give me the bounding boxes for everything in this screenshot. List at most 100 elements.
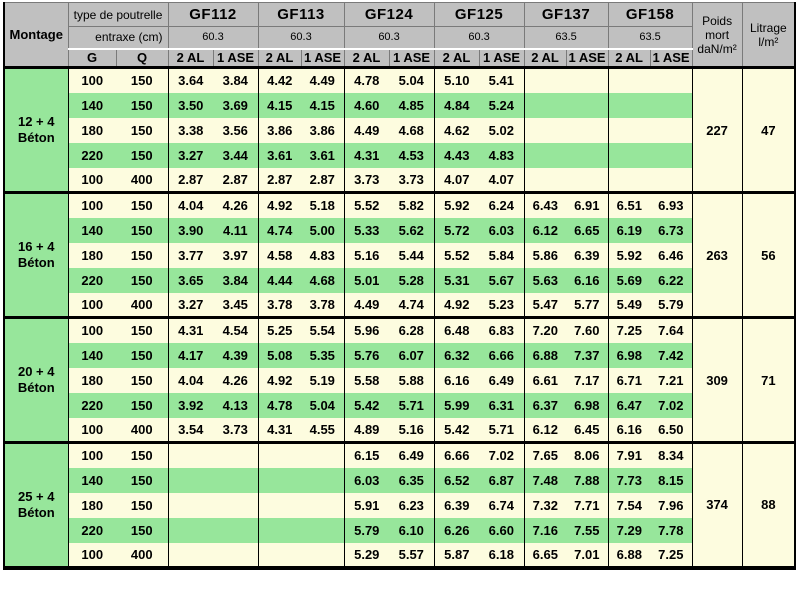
- load-value-cell: 4.11: [213, 217, 259, 243]
- q-value-cell: 150: [116, 342, 169, 368]
- g-value-cell: 140: [67, 342, 116, 368]
- load-value-cell: 8.34: [650, 441, 693, 468]
- gf124-header: GF124: [343, 2, 435, 27]
- load-value-cell: 7.96: [650, 492, 693, 518]
- load-value-cell: 4.15: [257, 92, 302, 118]
- empty-value-cell: [301, 467, 345, 493]
- load-value-cell: 7.55: [566, 517, 609, 543]
- load-value-cell: 4.49: [301, 66, 345, 93]
- g-value-cell: 220: [67, 392, 116, 418]
- montage-group-label-line: Béton: [17, 255, 55, 270]
- g-value-cell: 220: [67, 267, 116, 293]
- load-value-cell: 6.61: [523, 367, 567, 393]
- empty-value-cell: [257, 467, 302, 493]
- load-value-cell: 4.26: [213, 367, 259, 393]
- poids-mort-header-line: mort: [705, 27, 730, 42]
- table-row: 140 150 4.17 4.39 5.08 5.35 5.76 6.07 6.32 6.66 6.…: [4, 342, 795, 368]
- g-value-cell: 140: [67, 92, 116, 118]
- g-value-cell: 100: [67, 542, 116, 568]
- load-value-cell: 6.66: [433, 441, 480, 468]
- load-value-cell: 5.96: [343, 316, 390, 343]
- load-value-cell: 4.83: [301, 242, 345, 268]
- load-value-cell: 3.86: [301, 117, 345, 143]
- load-value-cell: 4.07: [479, 167, 525, 193]
- load-value-cell: 6.37: [523, 392, 567, 418]
- empty-value-cell: [301, 492, 345, 518]
- empty-value-cell: [257, 542, 302, 568]
- empty-value-cell: [650, 167, 693, 193]
- q-value-cell: 400: [116, 542, 169, 568]
- load-value-cell: 3.84: [213, 267, 259, 293]
- entraxe-header: entraxe (cm): [67, 26, 169, 49]
- entraxe-value-gf124: 60.3: [343, 26, 435, 49]
- load-value-cell: 5.01: [343, 267, 390, 293]
- load-value-cell: 7.64: [650, 316, 693, 343]
- load-value-cell: 4.68: [389, 117, 435, 143]
- load-value-cell: 5.54: [301, 316, 345, 343]
- gf112-header: GF112: [167, 2, 259, 27]
- table-row: 180 150 5.91 6.23 6.39 6.74 7.32 7.71 7.54 7.96: [4, 492, 795, 518]
- q-value-cell: 150: [116, 66, 169, 93]
- montage-group-label-line: 20 + 4: [17, 364, 55, 379]
- load-value-cell: 5.24: [479, 92, 525, 118]
- header-row-subcolumns: G Q 2 AL 1 ASE 2 AL 1 ASE 2 AL 1 ASE 2 A…: [4, 47, 795, 68]
- subcol-1ase-header: 1 ASE: [300, 47, 345, 68]
- entraxe-value-gf125: 60.3: [433, 26, 525, 49]
- q-value-cell: 150: [116, 316, 169, 343]
- load-value-cell: 4.68: [301, 267, 345, 293]
- load-value-cell: 6.16: [433, 367, 480, 393]
- load-value-cell: 6.48: [433, 316, 480, 343]
- empty-value-cell: [523, 66, 567, 93]
- g-header: G: [67, 47, 117, 68]
- q-value-cell: 150: [116, 492, 169, 518]
- entraxe-value-gf112: 60.3: [167, 26, 259, 49]
- litrage-value: 71: [741, 316, 796, 443]
- load-value-cell: 4.78: [257, 392, 302, 418]
- load-value-cell: 6.07: [389, 342, 435, 368]
- gf158-header: GF158: [607, 2, 693, 27]
- q-value-cell: 150: [116, 217, 169, 243]
- montage-group-label-line: 12 + 4: [17, 114, 55, 129]
- load-value-cell: 4.58: [257, 242, 302, 268]
- load-value-cell: 6.46: [650, 242, 693, 268]
- load-value-cell: 5.69: [607, 267, 651, 293]
- poids-mort-value: 227: [691, 66, 743, 193]
- load-value-cell: 5.16: [389, 417, 435, 443]
- load-value-cell: 5.47: [523, 292, 567, 318]
- entraxe-value-gf113: 60.3: [257, 26, 345, 49]
- load-value-cell: 5.52: [343, 191, 390, 218]
- load-value-cell: 3.90: [167, 217, 214, 243]
- load-value-cell: 4.92: [433, 292, 480, 318]
- load-value-cell: 3.86: [257, 117, 302, 143]
- load-value-cell: 4.26: [213, 191, 259, 218]
- load-value-cell: 3.56: [213, 117, 259, 143]
- load-value-cell: 5.57: [389, 542, 435, 568]
- entraxe-value-gf137: 63.5: [523, 26, 609, 49]
- load-value-cell: 6.28: [389, 316, 435, 343]
- load-value-cell: 6.47: [607, 392, 651, 418]
- load-value-cell: 5.23: [479, 292, 525, 318]
- load-value-cell: 6.16: [566, 267, 609, 293]
- load-value-cell: 2.87: [301, 167, 345, 193]
- load-value-cell: 5.35: [301, 342, 345, 368]
- load-value-cell: 5.33: [343, 217, 390, 243]
- load-value-cell: 7.21: [650, 367, 693, 393]
- load-value-cell: 7.37: [566, 342, 609, 368]
- load-value-cell: 3.27: [167, 292, 214, 318]
- load-value-cell: 4.07: [433, 167, 480, 193]
- load-value-cell: 4.74: [389, 292, 435, 318]
- load-value-cell: 6.31: [479, 392, 525, 418]
- table-row: 140 150 3.50 3.69 4.15 4.15 4.60 4.85 4.84 5.24: [4, 92, 795, 118]
- load-value-cell: 6.65: [566, 217, 609, 243]
- load-value-cell: 3.73: [213, 417, 259, 443]
- load-value-cell: 6.18: [479, 542, 525, 568]
- load-value-cell: 7.73: [607, 467, 651, 493]
- load-value-cell: 5.77: [566, 292, 609, 318]
- load-value-cell: 7.71: [566, 492, 609, 518]
- empty-value-cell: [257, 441, 302, 468]
- load-value-cell: 5.52: [433, 242, 480, 268]
- load-value-cell: 3.77: [167, 242, 214, 268]
- load-value-cell: 6.74: [479, 492, 525, 518]
- litrage-header: Litrage l/m²: [741, 2, 796, 68]
- load-value-cell: 6.49: [479, 367, 525, 393]
